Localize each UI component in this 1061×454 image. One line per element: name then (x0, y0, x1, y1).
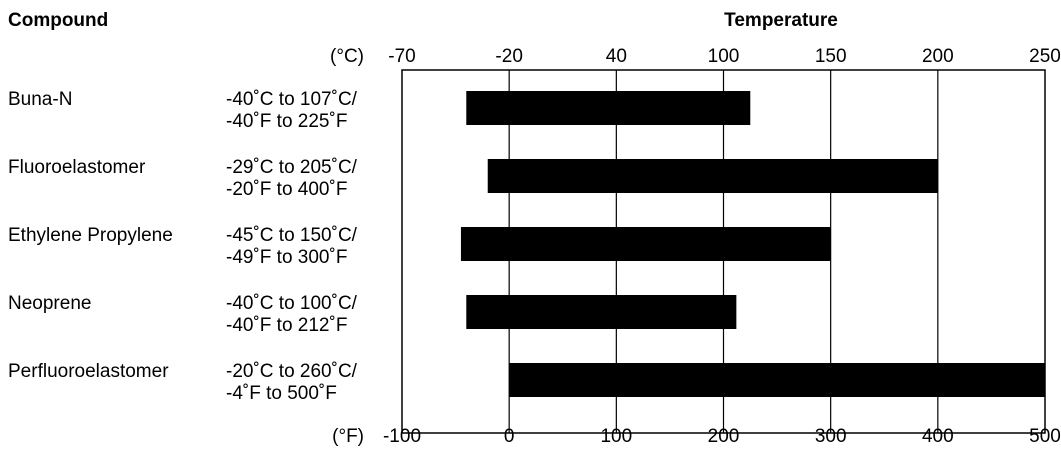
celsius-tick-label: -20 (495, 46, 522, 67)
chart-title: Temperature (724, 10, 838, 31)
celsius-tick-label: 100 (708, 46, 740, 67)
compound-name: Buna-N (8, 89, 72, 110)
range-celsius-text: -20˚C to 260˚C/ (226, 361, 358, 382)
compound-column-header: Compound (8, 10, 108, 31)
range-fahrenheit-text: -4˚F to 500˚F (226, 383, 337, 404)
range-fahrenheit-text: -40˚F to 225˚F (226, 111, 347, 132)
celsius-unit-label: (°C) (330, 46, 364, 67)
fahrenheit-tick-label: 400 (922, 426, 954, 447)
bar-neoprene (466, 295, 737, 329)
celsius-tick-label: 150 (815, 46, 847, 67)
fahrenheit-tick-label: 200 (708, 426, 740, 447)
compound-name: Fluoroelastomer (8, 157, 146, 178)
celsius-tick-labels: -70 -20 40 100 150 200 250 (388, 46, 1061, 67)
range-fahrenheit-text: -20˚F to 400˚F (226, 179, 347, 200)
fahrenheit-tick-label: 0 (504, 426, 515, 447)
fahrenheit-tick-label: 100 (600, 426, 632, 447)
fahrenheit-tick-label: -100 (383, 426, 421, 447)
bar-buna-n (466, 91, 751, 125)
bar-ethylene-propylene (460, 227, 831, 261)
compound-name: Ethylene Propylene (8, 225, 173, 246)
celsius-tick-label: 40 (606, 46, 627, 67)
range-celsius-text: -40˚C to 100˚C/ (226, 293, 358, 314)
fahrenheit-tick-label: 500 (1029, 426, 1061, 447)
range-celsius-text: -45˚C to 150˚C/ (226, 225, 358, 246)
bar-perfluoroelastomer (509, 363, 1046, 397)
celsius-tick-label: -70 (388, 46, 415, 67)
celsius-tick-label: 250 (1029, 46, 1061, 67)
celsius-tick-label: 200 (922, 46, 954, 67)
compound-name: Perfluoroelastomer (8, 361, 169, 382)
range-celsius-text: -29˚C to 205˚C/ (226, 157, 358, 178)
bar-fluoroelastomer (487, 159, 938, 193)
plot-frame (401, 69, 1046, 434)
fahrenheit-tick-labels: -100 0 100 200 300 400 500 (383, 426, 1061, 447)
range-fahrenheit-text: -49˚F to 300˚F (226, 247, 347, 268)
bars (460, 91, 1046, 397)
compound-rows: Buna-N -40˚C to 107˚C/-40˚F to 225˚F Fluor… (8, 89, 358, 404)
compound-name: Neoprene (8, 293, 91, 314)
range-celsius-text: -40˚C to 107˚C/ (226, 89, 358, 110)
range-fahrenheit-text: -40˚F to 212˚F (226, 315, 347, 336)
fahrenheit-tick-label: 300 (815, 426, 847, 447)
fahrenheit-unit-label: (°F) (332, 426, 364, 447)
